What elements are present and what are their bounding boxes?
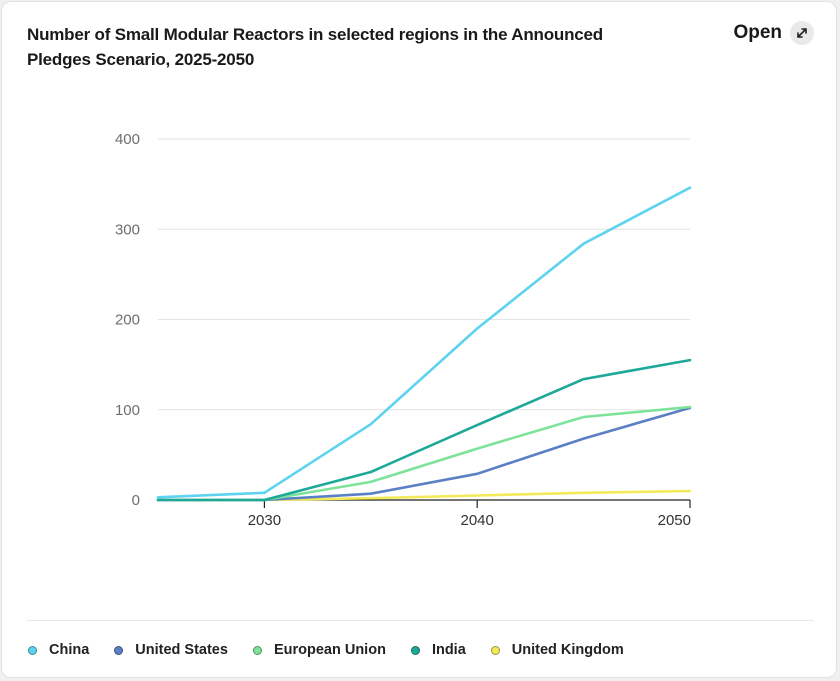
x-tick-label-2030: 2030 <box>248 512 281 529</box>
y-tick-label-0: 0 <box>132 492 140 509</box>
chart-title: Number of Small Modular Reactors in sele… <box>27 25 603 69</box>
legend-swatch-united-states <box>114 645 124 655</box>
series-line-european-union <box>156 405 692 502</box>
legend-item-european-union[interactable]: European Union <box>252 642 386 658</box>
legend-swatch-european-union <box>252 645 262 655</box>
legend-label-china: China <box>49 642 90 658</box>
legend-swatch-china <box>28 645 37 655</box>
legend-label-european-union: European Union <box>273 642 386 658</box>
legend-swatch-united-kingdom <box>490 645 500 655</box>
x-tick-label-2040: 2040 <box>461 512 494 529</box>
legend-label-united-kingdom: United Kingdom <box>511 642 624 658</box>
chart-legend: China United States European Union India Uni… <box>28 642 649 658</box>
y-tick-label-200: 200 <box>115 312 140 329</box>
series-line-united-states <box>156 406 692 502</box>
expand-arrows-icon[interactable] <box>790 21 814 45</box>
series-line-united-kingdom <box>156 489 692 502</box>
line-chart: 0 100 200 300 400 2030 2040 2050 <box>115 131 692 529</box>
legend-divider <box>27 620 814 621</box>
y-tick-label-100: 100 <box>115 402 140 419</box>
y-tick-label-300: 300 <box>115 221 140 238</box>
legend-label-united-states: United States <box>135 642 228 658</box>
x-tick-label-2050: 2050 <box>658 512 691 529</box>
legend-item-united-states[interactable]: United States <box>114 642 228 658</box>
legend-label-india: India <box>431 642 466 658</box>
series-line-china <box>156 186 692 499</box>
legend-item-china[interactable]: China <box>28 642 89 658</box>
legend-item-united-kingdom[interactable]: United Kingdom <box>490 642 624 658</box>
y-tick-label-400: 400 <box>115 131 140 148</box>
series-line-india <box>156 358 692 502</box>
open-button[interactable]: Open <box>733 21 814 45</box>
open-label[interactable]: Open <box>733 22 782 43</box>
legend-item-india[interactable]: India <box>410 642 466 658</box>
legend-swatch-india <box>410 645 420 655</box>
